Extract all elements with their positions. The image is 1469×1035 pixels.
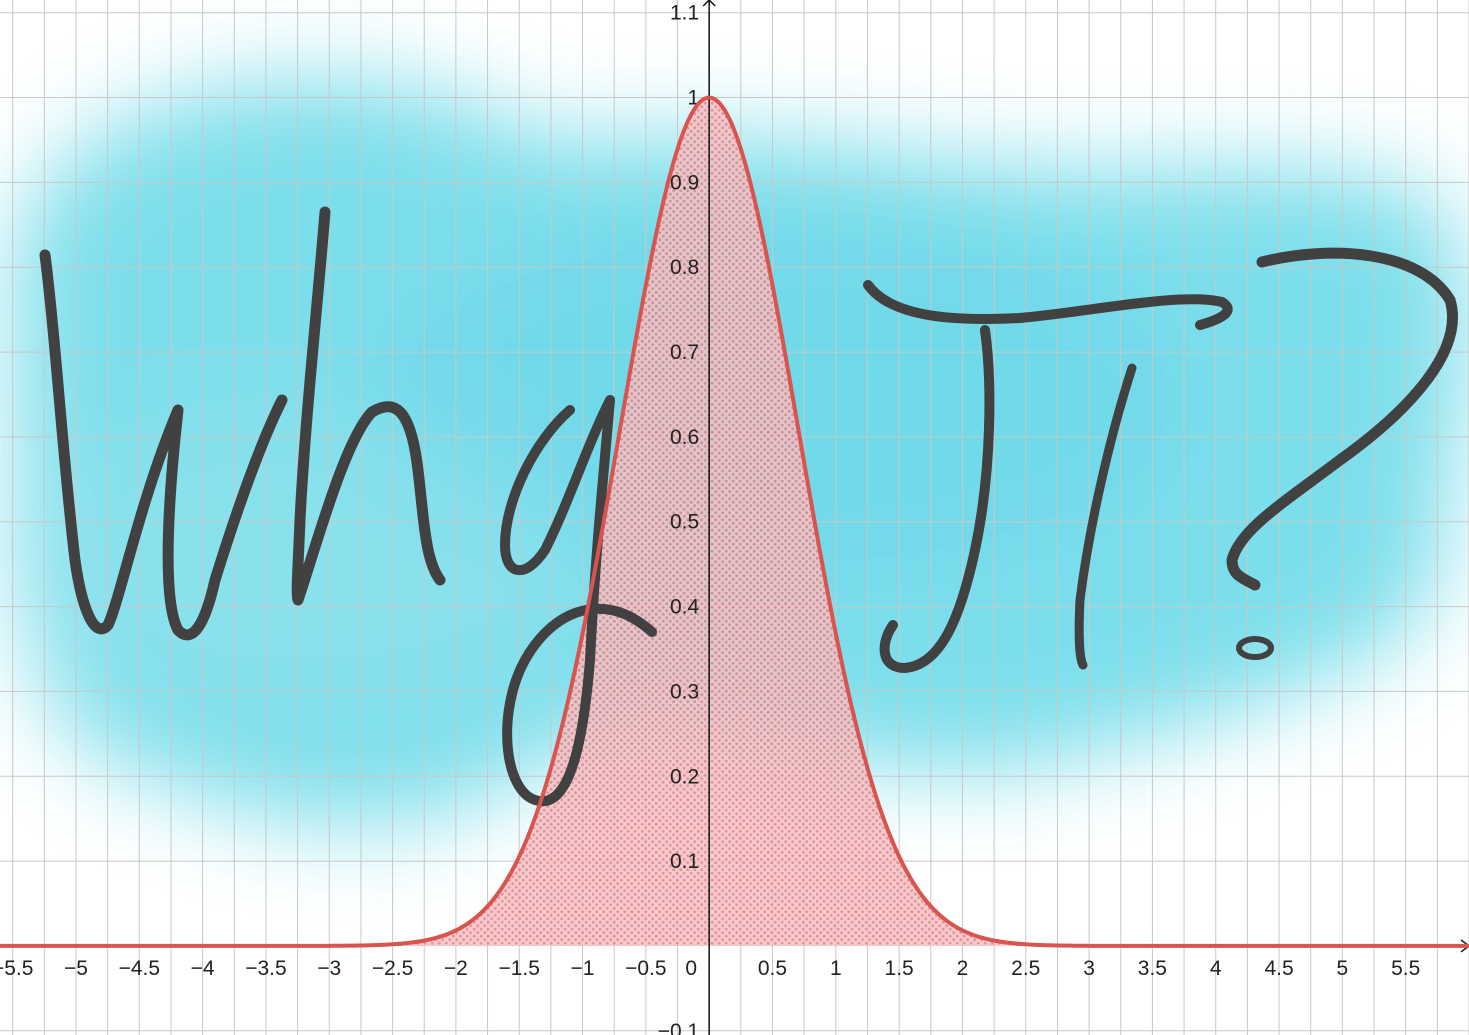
- x-tick-label: −4: [191, 957, 215, 980]
- x-tick-label: −0.5: [625, 957, 666, 980]
- x-tick-label: 1: [830, 957, 842, 980]
- y-axis-arrow: [702, 0, 716, 7]
- y-tick-label: 0.1: [670, 850, 699, 873]
- pi-right-leg: [1074, 363, 1137, 670]
- handwritten-overlay: [39, 206, 1458, 807]
- x-tick-label: −2.5: [372, 957, 413, 980]
- question-mark: [1226, 247, 1458, 591]
- x-tick-label: 1.5: [885, 957, 914, 980]
- x-tick-label: −3.5: [245, 957, 286, 980]
- y-tick-label: 0.6: [670, 426, 699, 449]
- pi-top: [863, 280, 1233, 330]
- x-tick-label: 0.5: [758, 957, 787, 980]
- y-tick-labels: −0.1 0.1 0.2 0.3 0.4 0.5 0.6 0.7 0.8 0.9 1 1.1: [658, 2, 700, 1035]
- axes: [702, 0, 1469, 1035]
- x-tick-label: 5.5: [1391, 957, 1420, 980]
- question-mark-dot: [1236, 636, 1274, 660]
- y-tick-label: 0.5: [670, 511, 699, 534]
- series-line: [0, 95, 1469, 948]
- y-tick-label: 1: [687, 87, 699, 110]
- curve-area-fill: [0, 97, 1469, 946]
- y-tick-label: 0.3: [670, 680, 699, 703]
- letter-h: [291, 206, 446, 606]
- x-tick-label: −1: [571, 957, 595, 980]
- x-tick-label: −5.5: [0, 957, 33, 980]
- x-tick-label: 4.5: [1264, 957, 1293, 980]
- y-tick-label: 0.7: [670, 341, 699, 364]
- x-tick-label: 2.5: [1011, 957, 1040, 980]
- x-tick-label: −4.5: [119, 957, 160, 980]
- area-under-curve: [0, 97, 1469, 946]
- x-axis-arrow: [1460, 939, 1469, 953]
- y-tick-label: 0.4: [670, 596, 700, 619]
- x-tick-label: 3.5: [1138, 957, 1167, 980]
- x-tick-label: −3: [317, 957, 341, 980]
- curve-layer: [0, 95, 1469, 948]
- y-tick-label: 0.8: [670, 256, 699, 279]
- x-tick-labels: −5.5 −5 −4.5 −4 −3.5 −3 −2.5 −2 −1.5 −1 −0.5 0 0.5 1 1…: [0, 957, 1420, 980]
- x-tick-label: 5: [1337, 957, 1349, 980]
- letter-w: [39, 249, 288, 641]
- x-tick-label: −5: [64, 957, 88, 980]
- x-tick-label: 0: [685, 957, 697, 980]
- y-tick-label: 0.9: [670, 171, 699, 194]
- pi-left-leg: [879, 325, 995, 673]
- x-tick-label: −2: [444, 957, 468, 980]
- y-tick-label: −0.1: [658, 1020, 699, 1035]
- y-tick-label: 1.1: [670, 2, 699, 25]
- y-tick-label: 0.2: [670, 765, 699, 788]
- x-tick-label: −1.5: [498, 957, 539, 980]
- x-tick-label: 2: [957, 957, 969, 980]
- x-tick-label: 4: [1210, 957, 1222, 980]
- x-tick-label: 3: [1083, 957, 1095, 980]
